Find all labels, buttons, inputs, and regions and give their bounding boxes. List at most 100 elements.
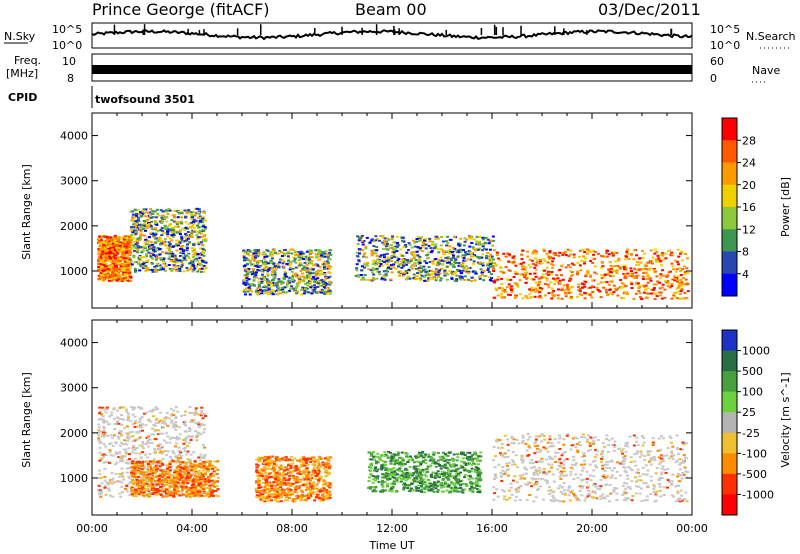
scatter-cell xyxy=(519,274,523,276)
scatter-cell xyxy=(113,236,117,239)
scatter-cell xyxy=(630,287,634,289)
scatter-cell xyxy=(246,258,250,261)
scatter-cell xyxy=(175,487,179,490)
scatter-cell xyxy=(165,454,169,457)
scatter-cell xyxy=(203,453,207,456)
scatter-cell xyxy=(205,487,209,489)
scatter-cell xyxy=(538,291,542,294)
scatter-cell xyxy=(546,283,550,286)
scatter-cell xyxy=(254,271,258,274)
cpid-value: twofsound 3501 xyxy=(95,93,195,106)
scatter-cell xyxy=(417,269,421,272)
scatter-cell xyxy=(133,426,137,428)
scatter-cell xyxy=(113,240,117,243)
scatter-cell xyxy=(201,225,205,228)
scatter-cell xyxy=(192,419,196,422)
scatter-cell xyxy=(396,265,400,268)
scatter-cell xyxy=(431,276,435,279)
scatter-cell xyxy=(154,451,158,454)
scatter-cell xyxy=(418,271,422,274)
scatter-cell xyxy=(372,273,376,276)
scatter-cell xyxy=(638,286,642,289)
scatter-cell xyxy=(677,283,681,285)
scatter-cell xyxy=(643,285,646,288)
scatter-cell xyxy=(103,266,107,269)
scatter-cell xyxy=(438,272,442,275)
scatter-cell xyxy=(375,238,379,241)
scatter-cell xyxy=(401,254,405,257)
scatter-cell xyxy=(165,220,169,223)
scatter-cell xyxy=(504,255,508,258)
scatter-cell xyxy=(600,266,604,269)
scatter-cell xyxy=(140,251,144,254)
scatter-cell xyxy=(586,293,590,296)
scatter-cell xyxy=(180,485,184,488)
scatter-cell xyxy=(166,213,170,216)
scatter-cell xyxy=(504,266,508,269)
scatter-cell xyxy=(145,493,149,496)
scatter-cell xyxy=(114,442,118,445)
scatter-cell xyxy=(199,478,203,481)
scatter-cell xyxy=(126,433,130,436)
scatter-cell xyxy=(486,268,490,271)
scatter-cell xyxy=(104,250,108,253)
scatter-cell xyxy=(185,453,189,456)
scatter-cell xyxy=(608,288,612,291)
scatter-cell xyxy=(152,254,155,256)
scatter-cell xyxy=(196,253,200,256)
scatter-cell xyxy=(625,250,629,253)
scatter-cell xyxy=(190,482,194,485)
scatter-cell xyxy=(586,269,590,272)
scatter-cell xyxy=(136,240,140,243)
scatter-cell xyxy=(114,441,118,444)
scatter-cell xyxy=(510,291,514,293)
scatter-cell xyxy=(152,246,156,249)
scatter-cell xyxy=(285,285,289,288)
scatter-cell xyxy=(169,414,173,417)
scatter-cell xyxy=(459,278,463,281)
scatter-cell xyxy=(323,252,327,255)
scatter-cell xyxy=(171,226,175,229)
scatter-cell xyxy=(129,260,133,263)
scatter-cell xyxy=(120,278,124,281)
scatter-cell xyxy=(102,258,106,261)
scatter-cell xyxy=(354,274,358,277)
scatter-cell xyxy=(626,272,630,275)
scatter-cell xyxy=(305,277,309,280)
scatter-cell xyxy=(592,253,596,256)
scatter-cell xyxy=(148,223,152,225)
scatter-cell xyxy=(201,243,204,246)
scatter-cell xyxy=(593,265,597,268)
scatter-cell xyxy=(151,427,155,430)
scatter-cell xyxy=(560,264,564,267)
scatter-cell xyxy=(540,287,544,290)
scatter-cell xyxy=(182,270,186,273)
scatter-cell xyxy=(470,242,474,244)
scatter-cell xyxy=(403,261,407,264)
scatter-cell xyxy=(144,208,148,211)
scatter-cell xyxy=(614,289,618,292)
scatter-cell xyxy=(469,252,473,255)
scatter-cell xyxy=(189,495,192,498)
scatter-cell xyxy=(108,279,111,282)
scatter-cell xyxy=(685,297,689,300)
scatter-cell xyxy=(103,486,107,489)
scatter-cell xyxy=(589,286,593,289)
scatter-cell xyxy=(142,471,146,474)
scatter-cell xyxy=(660,286,664,289)
scatter-cell xyxy=(117,258,121,261)
scatter-cell xyxy=(161,422,165,425)
scatter-cell xyxy=(480,273,484,276)
scatter-cell xyxy=(589,275,592,278)
scatter-cell xyxy=(136,425,140,428)
scatter-cell xyxy=(248,293,252,296)
scatter-cell xyxy=(102,431,106,434)
scatter-cell xyxy=(126,490,130,493)
scatter-cell xyxy=(312,276,316,278)
scatter-cell xyxy=(385,259,389,262)
scatter-cell xyxy=(175,269,179,272)
scatter-cell xyxy=(523,275,527,278)
scatter-cell xyxy=(549,263,553,266)
scatter-cell xyxy=(192,451,196,454)
scatter-cell xyxy=(122,418,126,421)
